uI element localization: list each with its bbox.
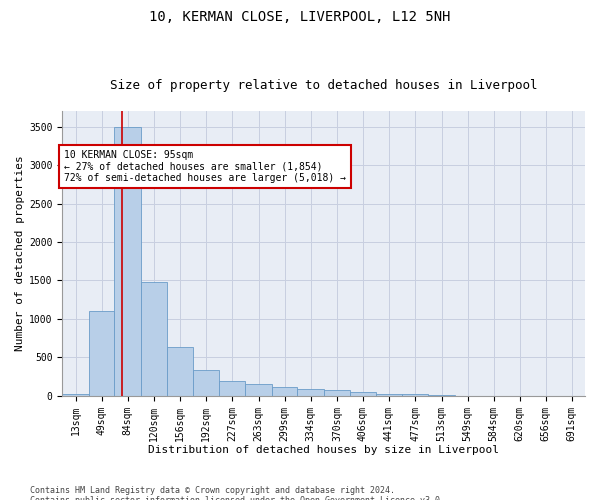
Bar <box>89 311 115 396</box>
Bar <box>350 392 376 396</box>
Bar <box>402 394 428 396</box>
Bar <box>193 370 219 396</box>
Bar <box>141 282 167 396</box>
Text: 10, KERMAN CLOSE, LIVERPOOL, L12 5NH: 10, KERMAN CLOSE, LIVERPOOL, L12 5NH <box>149 10 451 24</box>
Bar <box>376 394 402 396</box>
Title: Size of property relative to detached houses in Liverpool: Size of property relative to detached ho… <box>110 79 538 92</box>
Y-axis label: Number of detached properties: Number of detached properties <box>15 156 25 352</box>
Text: 10 KERMAN CLOSE: 95sqm
← 27% of detached houses are smaller (1,854)
72% of semi-: 10 KERMAN CLOSE: 95sqm ← 27% of detached… <box>64 150 346 183</box>
Bar <box>167 346 193 396</box>
Bar <box>219 381 245 396</box>
X-axis label: Distribution of detached houses by size in Liverpool: Distribution of detached houses by size … <box>148 445 499 455</box>
Bar <box>272 388 298 396</box>
Bar <box>245 384 272 396</box>
Bar <box>298 389 323 396</box>
Bar <box>115 126 141 396</box>
Bar <box>62 394 89 396</box>
Text: Contains public sector information licensed under the Open Government Licence v3: Contains public sector information licen… <box>30 496 445 500</box>
Bar <box>428 395 455 396</box>
Text: Contains HM Land Registry data © Crown copyright and database right 2024.: Contains HM Land Registry data © Crown c… <box>30 486 395 495</box>
Bar <box>323 390 350 396</box>
